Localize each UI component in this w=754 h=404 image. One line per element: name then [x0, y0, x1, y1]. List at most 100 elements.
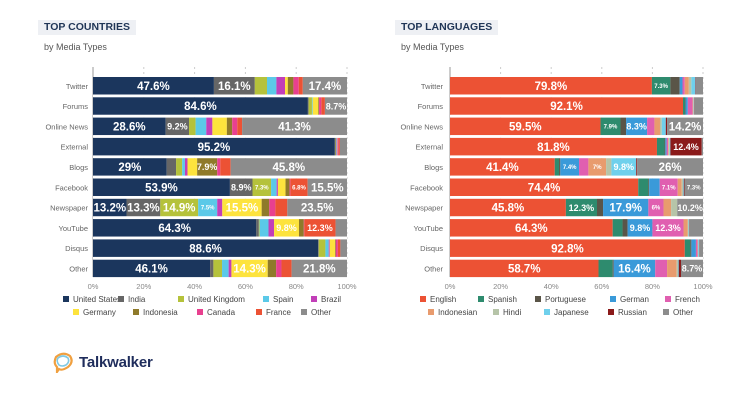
bar-segment[interactable] [659, 178, 678, 197]
bar-segment[interactable] [695, 77, 703, 95]
bar-segment[interactable] [189, 117, 196, 136]
legend-item[interactable]: Brazil [311, 295, 341, 304]
legend-item[interactable]: Other [301, 308, 331, 317]
bar-segment[interactable] [176, 158, 183, 176]
bar-segment[interactable] [335, 137, 337, 156]
bar-segment[interactable] [93, 117, 166, 136]
bar-segment[interactable] [217, 158, 221, 176]
bar-segment[interactable] [682, 77, 685, 95]
legend-item[interactable]: English [420, 295, 456, 304]
bar-segment[interactable] [450, 239, 685, 257]
bar-segment[interactable] [242, 117, 347, 136]
bar-segment[interactable] [267, 259, 277, 278]
bar-segment[interactable] [293, 77, 299, 95]
bar-segment[interactable] [690, 239, 692, 257]
bar-segment[interactable] [274, 219, 299, 237]
bar-segment[interactable] [276, 77, 286, 95]
bar-segment[interactable] [304, 219, 336, 237]
bar-segment[interactable] [450, 117, 601, 136]
bar-segment[interactable] [213, 77, 255, 95]
bar-segment[interactable] [269, 198, 276, 217]
bar-segment[interactable] [688, 219, 690, 237]
bar-segment[interactable] [276, 259, 282, 278]
bar-segment[interactable] [336, 137, 337, 156]
bar-segment[interactable] [321, 97, 325, 115]
bar-segment[interactable] [554, 158, 560, 176]
bar-segment[interactable] [596, 198, 604, 217]
bar-segment[interactable] [684, 239, 691, 257]
bar-segment[interactable] [450, 198, 566, 217]
bar-segment[interactable] [565, 198, 597, 217]
bar-segment[interactable] [256, 219, 259, 237]
bar-segment[interactable] [335, 239, 338, 257]
bar-segment[interactable] [606, 158, 612, 176]
bar-segment[interactable] [328, 239, 330, 257]
legend-item[interactable]: Spanish [478, 295, 517, 304]
bar-segment[interactable] [166, 158, 177, 176]
bar-segment[interactable] [668, 137, 670, 156]
bar-segment[interactable] [308, 97, 312, 115]
bar-segment[interactable] [287, 77, 294, 95]
bar-segment[interactable] [450, 77, 652, 95]
bar-segment[interactable] [695, 77, 696, 95]
bar-segment[interactable] [668, 137, 669, 156]
bar-segment[interactable] [651, 77, 671, 95]
bar-segment[interactable] [683, 219, 688, 237]
bar-segment[interactable] [165, 117, 190, 136]
bar-segment[interactable] [206, 117, 213, 136]
bar-segment[interactable] [693, 97, 695, 115]
bar-segment[interactable] [259, 219, 269, 237]
bar-segment[interactable] [627, 219, 653, 237]
bar-segment[interactable] [230, 158, 347, 176]
bar-segment[interactable] [339, 137, 347, 156]
bar-segment[interactable] [701, 137, 703, 156]
bar-segment[interactable] [93, 219, 257, 237]
bar-segment[interactable] [691, 77, 696, 95]
bar-segment[interactable] [661, 117, 666, 136]
bar-segment[interactable] [626, 117, 648, 136]
bar-segment[interactable] [450, 259, 599, 278]
bar-segment[interactable] [648, 178, 650, 197]
bar-segment[interactable] [126, 198, 161, 217]
bar-segment[interactable] [620, 117, 627, 136]
bar-segment[interactable] [324, 97, 347, 115]
bar-segment[interactable] [287, 198, 347, 217]
bar-segment[interactable] [450, 178, 639, 197]
bar-segment[interactable] [307, 97, 309, 115]
bar-segment[interactable] [677, 198, 703, 217]
bar-segment[interactable] [612, 219, 623, 237]
bar-segment[interactable] [656, 137, 665, 156]
bar-segment[interactable] [655, 259, 668, 278]
bar-segment[interactable] [291, 259, 347, 278]
bar-segment[interactable] [198, 198, 218, 217]
bar-segment[interactable] [648, 198, 664, 217]
bar-segment[interactable] [281, 259, 292, 278]
bar-segment[interactable] [670, 77, 680, 95]
bar-segment[interactable] [612, 259, 614, 278]
bar-segment[interactable] [687, 219, 689, 237]
bar-segment[interactable] [93, 259, 211, 278]
bar-segment[interactable] [318, 97, 320, 115]
legend-item[interactable]: Indonesian [428, 308, 477, 317]
bar-segment[interactable] [681, 178, 684, 197]
bar-segment[interactable] [182, 158, 185, 176]
bar-segment[interactable] [303, 219, 305, 237]
bar-segment[interactable] [336, 137, 338, 156]
bar-segment[interactable] [679, 77, 683, 95]
bar-segment[interactable] [647, 117, 655, 136]
bar-segment[interactable] [684, 77, 689, 95]
bar-segment[interactable] [588, 158, 607, 176]
bar-segment[interactable] [93, 77, 214, 95]
bar-segment[interactable] [683, 178, 685, 197]
bar-segment[interactable] [600, 117, 621, 136]
legend-item[interactable]: French [665, 295, 700, 304]
bar-segment[interactable] [663, 198, 672, 217]
bar-segment[interactable] [226, 117, 233, 136]
legend-item[interactable]: Hindi [493, 308, 521, 317]
bar-segment[interactable] [683, 97, 686, 115]
bar-segment[interactable] [559, 158, 561, 176]
bar-segment[interactable] [307, 178, 347, 197]
bar-segment[interactable] [340, 239, 347, 257]
bar-segment[interactable] [275, 198, 288, 217]
bar-segment[interactable] [665, 137, 667, 156]
